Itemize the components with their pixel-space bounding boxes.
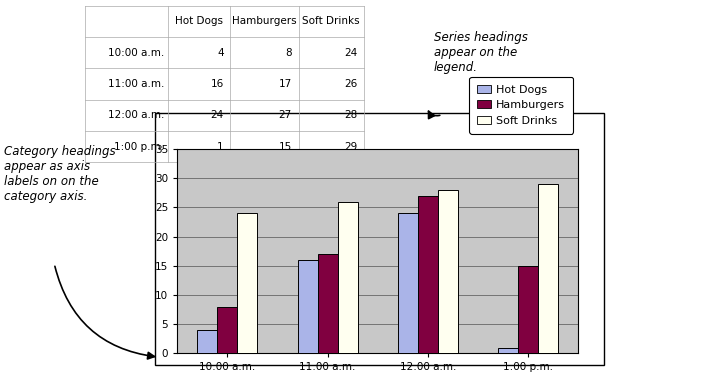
Text: 11:00 a.m.: 11:00 a.m. (108, 79, 164, 89)
Bar (518, 266, 538, 353)
Text: 29: 29 (344, 142, 357, 152)
Bar (398, 213, 418, 353)
Bar (197, 330, 217, 353)
Text: 16: 16 (210, 79, 224, 89)
Text: 4: 4 (217, 48, 224, 58)
Text: 8: 8 (285, 48, 292, 58)
Text: 27: 27 (278, 110, 292, 120)
Bar (498, 348, 518, 353)
Bar (338, 202, 358, 353)
Text: 28: 28 (344, 110, 357, 120)
Bar (538, 184, 558, 353)
Text: Series headings
appear on the
legend.: Series headings appear on the legend. (434, 31, 528, 74)
Bar (317, 254, 338, 353)
Text: 24: 24 (210, 110, 224, 120)
Legend: Hot Dogs, Hamburgers, Soft Drinks: Hot Dogs, Hamburgers, Soft Drinks (469, 77, 573, 134)
Bar (438, 190, 458, 353)
Text: 1:00 p.m.: 1:00 p.m. (114, 142, 164, 152)
Text: 1: 1 (217, 142, 224, 152)
Bar (298, 260, 317, 353)
Bar (217, 307, 237, 353)
Text: 26: 26 (344, 79, 357, 89)
Text: Hamburgers: Hamburgers (232, 16, 296, 26)
Text: 17: 17 (278, 79, 292, 89)
Text: Soft Drinks: Soft Drinks (302, 16, 360, 26)
Text: Hot Dogs: Hot Dogs (175, 16, 223, 26)
Bar (155, 113, 604, 365)
Text: 24: 24 (344, 48, 357, 58)
Text: Category headings
appear as axis
labels on on the
category axis.: Category headings appear as axis labels … (4, 145, 115, 203)
Bar (237, 213, 257, 353)
Text: 15: 15 (278, 142, 292, 152)
Text: 10:00 a.m.: 10:00 a.m. (108, 48, 164, 58)
Bar (418, 196, 438, 353)
Text: 12:00 a.m.: 12:00 a.m. (108, 110, 164, 120)
